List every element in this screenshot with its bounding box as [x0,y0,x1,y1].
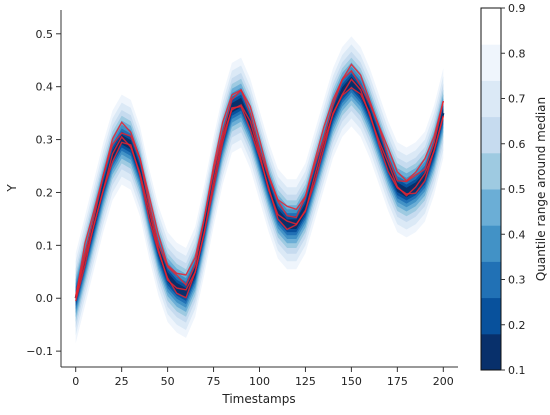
y-tick-label: −0.1 [26,345,53,358]
colorbar-tick-label: 0.4 [508,228,526,241]
y-axis-label: Y [5,184,19,193]
colorbar-cell [481,80,501,118]
colorbar-cell [481,261,501,299]
red-trajectories [75,63,444,302]
colorbar-tick-label: 0.9 [508,2,526,15]
x-tick-label: 175 [387,375,408,388]
colorbar-cell [481,8,501,45]
x-tick-label: 0 [72,375,79,388]
colorbar-cell [481,152,501,190]
colorbar: 0.1 0.2 0.3 0.4 0.5 0.6 0.7 0.8 0.9 Quantile ran… [480,2,548,377]
y-tick-label: 0.1 [36,239,54,252]
colorbar-tick-label: 0.5 [508,183,526,196]
colorbar-cell [481,189,501,226]
x-tick-label: 125 [295,375,316,388]
y-tick-label: 0.3 [36,134,54,147]
y-tick-label: 0.2 [36,186,54,199]
colorbar-tick-label: 0.3 [508,274,526,287]
red-trajectory-line [75,86,444,302]
colorbar-cell [481,44,501,81]
colorbar-cell [481,116,501,154]
colorbar-tick-label: 0.1 [508,364,526,377]
colorbar-tick-label: 0.2 [508,319,526,332]
x-tick-label: 25 [115,375,129,388]
colorbar-cell [481,297,501,335]
quantile-bands [75,36,444,344]
x-tick-label: 50 [161,375,175,388]
colorbar-tick-label: 0.7 [508,93,526,106]
colorbar-ticks: 0.1 0.2 0.3 0.4 0.5 0.6 0.7 0.8 0.9 [501,2,526,377]
x-tick-label: 200 [433,375,454,388]
x-tick-label: 100 [249,375,270,388]
y-ticks: −0.1 0.0 0.1 0.2 0.3 0.4 0.5 [26,28,61,358]
colorbar-cell [481,333,501,371]
colorbar-cell [481,225,501,262]
y-tick-label: 0.0 [36,292,54,305]
y-tick-label: 0.4 [36,81,54,94]
x-tick-label: 75 [207,375,221,388]
quantile-band-0.6 [75,57,444,322]
y-tick-label: 0.5 [36,28,54,41]
colorbar-tick-label: 0.6 [508,138,526,151]
x-ticks: 0 25 50 75 100 125 150 175 200 [72,367,454,388]
colorbar-cells [481,8,501,371]
colorbar-label: Quantile range around median [534,97,548,281]
red-trajectory-line [75,63,444,299]
colorbar-tick-label: 0.8 [508,47,526,60]
x-tick-label: 150 [341,375,362,388]
x-axis-label: Timestamps [221,392,295,406]
